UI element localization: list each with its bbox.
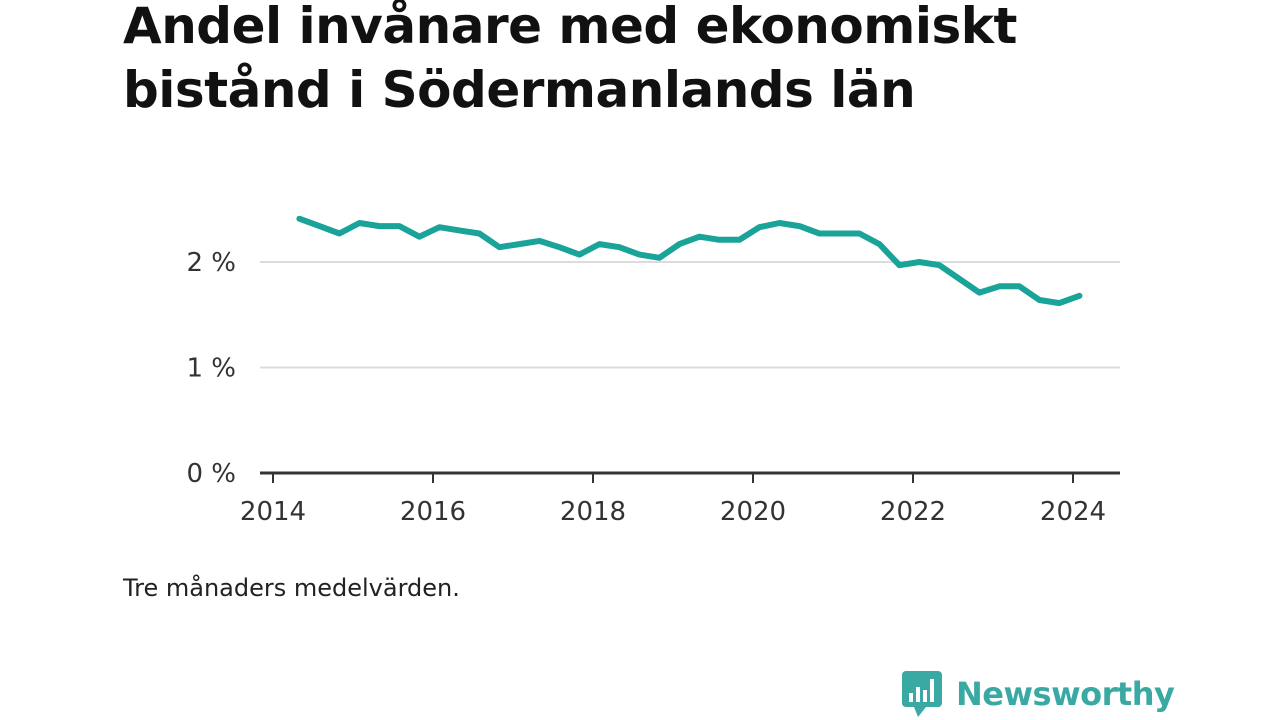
y-tick-label: 0 %	[186, 459, 236, 489]
chart-note: Tre månaders medelvärden.	[123, 574, 460, 602]
y-tick-label: 1 %	[186, 354, 236, 384]
y-axis-tick-labels: 0 % 1 % 2 %	[186, 248, 236, 489]
x-axis-tick-labels: 2014 2016 2018 2020 2022 2024	[240, 497, 1106, 527]
x-tick-label: 2016	[400, 497, 466, 527]
y-tick-label: 2 %	[186, 248, 236, 278]
gridlines	[260, 261, 1120, 369]
x-tick-label: 2022	[880, 497, 946, 527]
brand-name: Newsworthy	[956, 675, 1175, 713]
series-line	[296, 215, 1083, 307]
bar-chart-speech-bubble-icon	[902, 671, 942, 717]
x-tick-label: 2024	[1040, 497, 1106, 527]
x-tick-label: 2014	[240, 497, 306, 527]
brand-logo: Newsworthy	[900, 668, 1175, 720]
x-axis	[260, 471, 1120, 483]
x-tick-label: 2018	[560, 497, 626, 527]
line-chart: 0 % 1 % 2 % 2014 2016 2018 2020 2022 2024	[186, 215, 1120, 527]
x-tick-label: 2020	[720, 497, 786, 527]
chart-title: Andel invånare med ekonomiskt bistånd i …	[123, 0, 1017, 119]
series-layer	[296, 215, 1083, 307]
